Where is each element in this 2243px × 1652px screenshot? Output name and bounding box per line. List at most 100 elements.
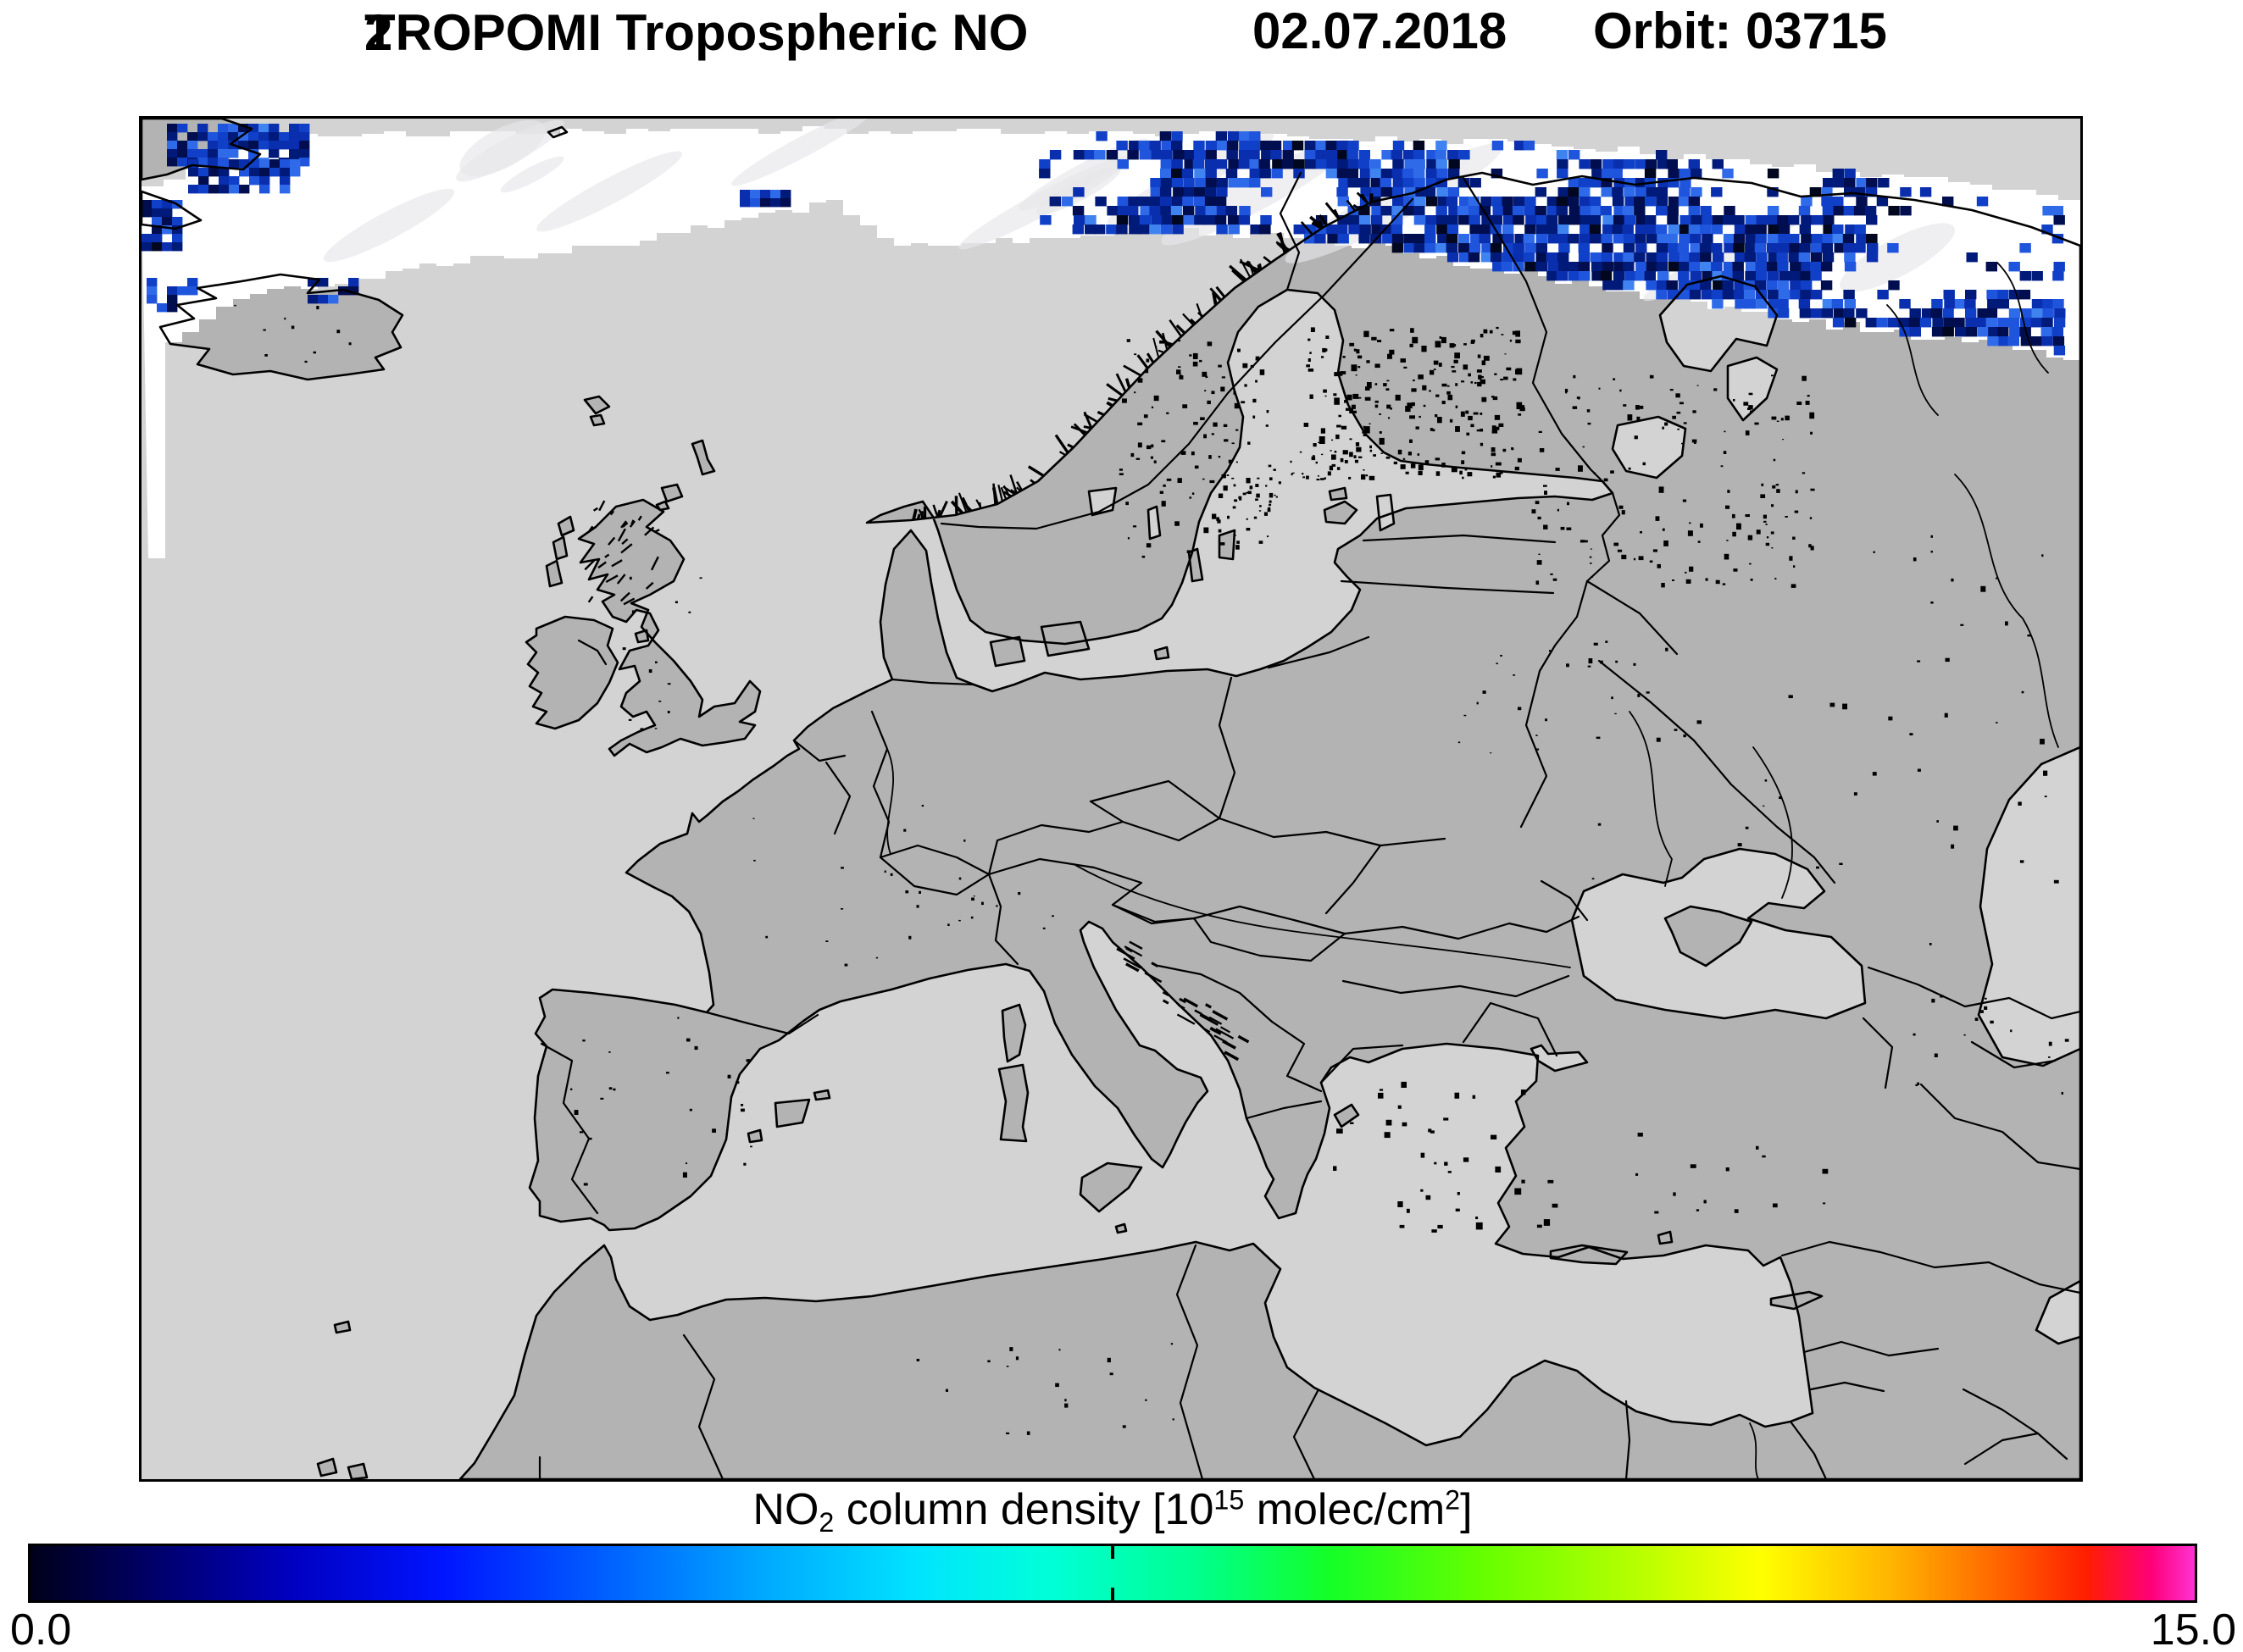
- lake-speck: [574, 1110, 579, 1115]
- lake-speck: [1940, 995, 1944, 998]
- adriatic-island-dash: [1162, 999, 1169, 1005]
- swath-pixel: [1590, 234, 1602, 244]
- lake-speck: [1468, 415, 1473, 421]
- lake-speck: [1567, 502, 1569, 506]
- lake-speck: [1320, 428, 1325, 434]
- swath-pixel: [1822, 252, 1835, 263]
- fjord-dash: [916, 513, 921, 520]
- swath-pixel: [1832, 234, 1844, 244]
- fjord-dash: [961, 496, 971, 513]
- swath-pixel: [1689, 280, 1701, 291]
- fjord-dash: [912, 508, 918, 521]
- swath-pixel: [1778, 225, 1791, 235]
- swath-pixel: [1722, 280, 1734, 291]
- swath-pixel: [1788, 234, 1800, 244]
- lake-speck: [1512, 330, 1516, 335]
- colorbar-min-label: 0.0: [10, 1605, 72, 1652]
- island-mallorca-outline: [774, 1098, 811, 1128]
- lake-speck: [1597, 823, 1602, 826]
- lake-speck: [1389, 349, 1395, 355]
- swath-pixel: [1458, 215, 1470, 225]
- lake-speck: [1246, 478, 1251, 484]
- colorbar-label-sup: 15: [1213, 1484, 1245, 1516]
- swath-pixel: [1336, 169, 1349, 179]
- lake-speck: [1166, 478, 1172, 481]
- fjord-dash: [997, 485, 1003, 502]
- lake-speck: [1207, 400, 1211, 405]
- swath-pixel: [1866, 252, 1879, 263]
- lake-speck: [1438, 363, 1442, 367]
- lake-speck: [1349, 408, 1353, 413]
- lake-speck: [1255, 380, 1258, 383]
- lake-speck: [1732, 531, 1736, 537]
- border-greece-macedonia: [1319, 1044, 1404, 1084]
- swath-pixel: [1391, 206, 1403, 216]
- swath-pixel: [1646, 252, 1657, 263]
- swath-pixel: [1535, 243, 1547, 253]
- swath-pixel: [1425, 215, 1437, 225]
- lake-speck: [1500, 655, 1502, 657]
- lake-speck: [1130, 452, 1135, 457]
- swath-pixel: [219, 176, 230, 186]
- lake-speck: [1399, 1224, 1405, 1228]
- lake-speck: [1552, 1203, 1558, 1208]
- lake-speck: [1474, 381, 1477, 385]
- swath-pixel: [1789, 243, 1801, 253]
- swath-pixel: [1249, 169, 1261, 179]
- swath-pixel: [187, 286, 198, 296]
- fjord-dash: [1346, 199, 1357, 212]
- island-bornholm-outline: [1153, 646, 1170, 661]
- swath-pixel: [1667, 206, 1679, 216]
- lake-speck: [1255, 358, 1259, 361]
- lake-speck: [1984, 1006, 1988, 1010]
- swath-pixel: [1404, 187, 1416, 197]
- lake-speck: [1454, 1092, 1460, 1099]
- lake-speck: [304, 360, 308, 363]
- lake-speck: [1765, 542, 1770, 546]
- swath-pixel: [1998, 336, 2010, 346]
- swath-pixel: [1823, 178, 1835, 188]
- swath-pixel: [1679, 252, 1691, 263]
- swath-pixel: [1679, 215, 1691, 225]
- lake-speck: [1159, 491, 1163, 494]
- swath-pixel: [1380, 187, 1392, 197]
- swath-pixel: [2051, 234, 2064, 244]
- swath-pixel: [1798, 206, 1811, 216]
- lake-speck: [1951, 844, 1955, 849]
- swath-pixel: [1601, 178, 1613, 188]
- lake-speck: [1315, 461, 1318, 464]
- swath-pixel: [1546, 206, 1558, 216]
- adriatic-island-dash: [1237, 1034, 1250, 1044]
- swath-pixel: [1832, 197, 1844, 207]
- lake-speck: [1207, 341, 1213, 346]
- swath-pixel: [1338, 178, 1350, 188]
- swath-pixel: [1283, 141, 1295, 151]
- island-hebrides-outline: [545, 515, 575, 588]
- swath-pixel: [1919, 318, 1932, 328]
- lake-speck: [1536, 560, 1542, 565]
- swath-pixel: [1435, 206, 1447, 216]
- swath-pixel: [1491, 197, 1504, 207]
- lake-speck: [1491, 1134, 1497, 1139]
- lake-speck: [1593, 642, 1598, 646]
- fjord-dash: [1106, 383, 1124, 397]
- lake-speck: [1936, 820, 1939, 823]
- lake-speck: [1476, 701, 1479, 705]
- swath-pixel: [1744, 252, 1757, 263]
- swath-pixel: [1149, 206, 1161, 216]
- lake-speck: [890, 873, 893, 876]
- swath-pixel: [1767, 234, 1779, 244]
- swath-pixel: [1228, 159, 1240, 169]
- lake-speck: [1321, 356, 1324, 358]
- swath-pixel: [1371, 225, 1383, 235]
- lake-speck: [987, 1360, 991, 1363]
- swath-pixel: [1767, 290, 1779, 300]
- adriatic-island-dash: [1205, 1003, 1212, 1009]
- swath-pixel: [1491, 169, 1503, 179]
- swath-pixel: [1259, 169, 1271, 179]
- swath-pixel: [239, 185, 250, 194]
- coast-dash: [592, 507, 599, 512]
- lake-speck: [1202, 478, 1205, 480]
- lake-speck: [1227, 515, 1230, 519]
- swath-pixel: [1258, 159, 1270, 169]
